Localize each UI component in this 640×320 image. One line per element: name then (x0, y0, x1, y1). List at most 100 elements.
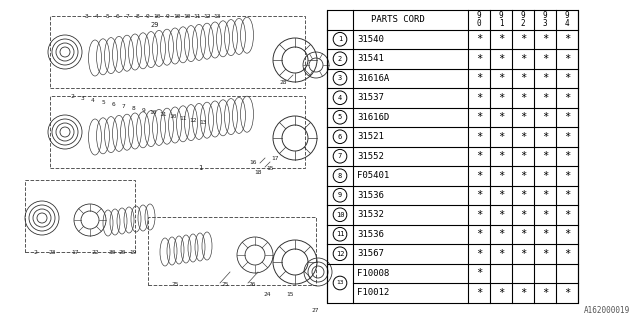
Text: 4: 4 (338, 95, 342, 101)
Bar (50, 96, 305, 168)
Text: *: * (498, 112, 504, 122)
Text: *: * (498, 34, 504, 44)
Text: 5: 5 (101, 100, 105, 105)
Text: *: * (564, 229, 570, 239)
Text: *: * (498, 210, 504, 220)
Text: *: * (476, 229, 482, 239)
Text: *: * (564, 249, 570, 259)
Text: F10008: F10008 (357, 269, 389, 278)
Text: 8: 8 (338, 173, 342, 179)
Text: *: * (476, 34, 482, 44)
Text: *: * (476, 112, 482, 122)
Text: 13: 13 (199, 119, 207, 124)
Text: *: * (520, 73, 526, 83)
Text: *: * (520, 151, 526, 161)
Text: 31532: 31532 (357, 210, 384, 219)
Text: *: * (564, 112, 570, 122)
Text: 2: 2 (338, 56, 342, 62)
Text: *: * (476, 288, 482, 298)
Text: 28: 28 (279, 81, 287, 85)
Text: *: * (476, 249, 482, 259)
Text: F10012: F10012 (357, 288, 389, 297)
Text: 9: 9 (141, 108, 145, 113)
Text: *: * (476, 210, 482, 220)
Text: 25: 25 (172, 283, 179, 287)
Text: 31552: 31552 (357, 152, 384, 161)
Text: *: * (520, 132, 526, 142)
Text: 7: 7 (121, 103, 125, 108)
Text: *: * (542, 151, 548, 161)
Text: 31536: 31536 (357, 230, 384, 239)
Text: *: * (542, 112, 548, 122)
Text: 20: 20 (118, 250, 125, 254)
Text: 9
3: 9 3 (543, 11, 547, 28)
Text: 6: 6 (115, 14, 119, 20)
Text: 31567: 31567 (357, 249, 384, 258)
Text: 4: 4 (91, 98, 95, 102)
Text: *: * (520, 288, 526, 298)
Text: *: * (564, 210, 570, 220)
Text: *: * (498, 171, 504, 181)
Text: 31540: 31540 (357, 35, 384, 44)
Text: 9
0: 9 0 (477, 11, 481, 28)
Text: 11: 11 (179, 116, 187, 121)
Text: *: * (542, 210, 548, 220)
Text: 12: 12 (204, 14, 211, 20)
Text: *: * (542, 132, 548, 142)
Text: *: * (498, 73, 504, 83)
Text: *: * (542, 34, 548, 44)
Text: 16: 16 (249, 161, 257, 165)
Text: 23: 23 (48, 250, 56, 254)
Text: *: * (520, 229, 526, 239)
Text: 10: 10 (336, 212, 344, 218)
Text: 10: 10 (183, 14, 191, 20)
Text: *: * (520, 34, 526, 44)
Text: 31537: 31537 (357, 93, 384, 102)
Text: 31521: 31521 (357, 132, 384, 141)
Text: 9
4: 9 4 (564, 11, 570, 28)
Text: 2: 2 (70, 93, 74, 99)
Text: *: * (542, 249, 548, 259)
Text: *: * (498, 93, 504, 103)
Text: 9: 9 (145, 14, 149, 20)
Text: *: * (520, 93, 526, 103)
Text: 13: 13 (213, 14, 221, 20)
Text: 15: 15 (266, 165, 274, 171)
Text: *: * (564, 34, 570, 44)
Text: 27: 27 (311, 308, 319, 313)
Text: 1: 1 (338, 36, 342, 42)
Text: 2: 2 (33, 250, 37, 254)
Text: 7: 7 (125, 14, 129, 20)
Bar (148, 217, 316, 285)
Text: *: * (542, 190, 548, 200)
Text: *: * (498, 54, 504, 64)
Text: 6: 6 (338, 134, 342, 140)
Bar (327, 10, 578, 302)
Text: *: * (520, 249, 526, 259)
Bar (50, 16, 305, 88)
Text: *: * (498, 132, 504, 142)
Text: 1: 1 (198, 165, 202, 171)
Text: 3: 3 (81, 95, 85, 100)
Text: 13: 13 (336, 281, 344, 285)
Text: 19: 19 (129, 250, 137, 254)
Text: 3: 3 (338, 75, 342, 81)
Text: *: * (542, 54, 548, 64)
Text: *: * (498, 288, 504, 298)
Text: 3: 3 (85, 14, 89, 20)
Text: *: * (542, 73, 548, 83)
Text: 5: 5 (105, 14, 109, 20)
Text: *: * (564, 93, 570, 103)
Text: *: * (476, 151, 482, 161)
Text: 10: 10 (173, 14, 180, 20)
Text: 12: 12 (336, 251, 344, 257)
Text: 10: 10 (153, 14, 161, 20)
Text: *: * (498, 190, 504, 200)
Text: 11: 11 (193, 14, 201, 20)
Text: 17: 17 (71, 250, 79, 254)
Text: 12: 12 (189, 117, 196, 123)
Text: *: * (520, 54, 526, 64)
Text: 15: 15 (286, 292, 294, 298)
Text: *: * (520, 171, 526, 181)
Text: 30: 30 (108, 250, 116, 254)
